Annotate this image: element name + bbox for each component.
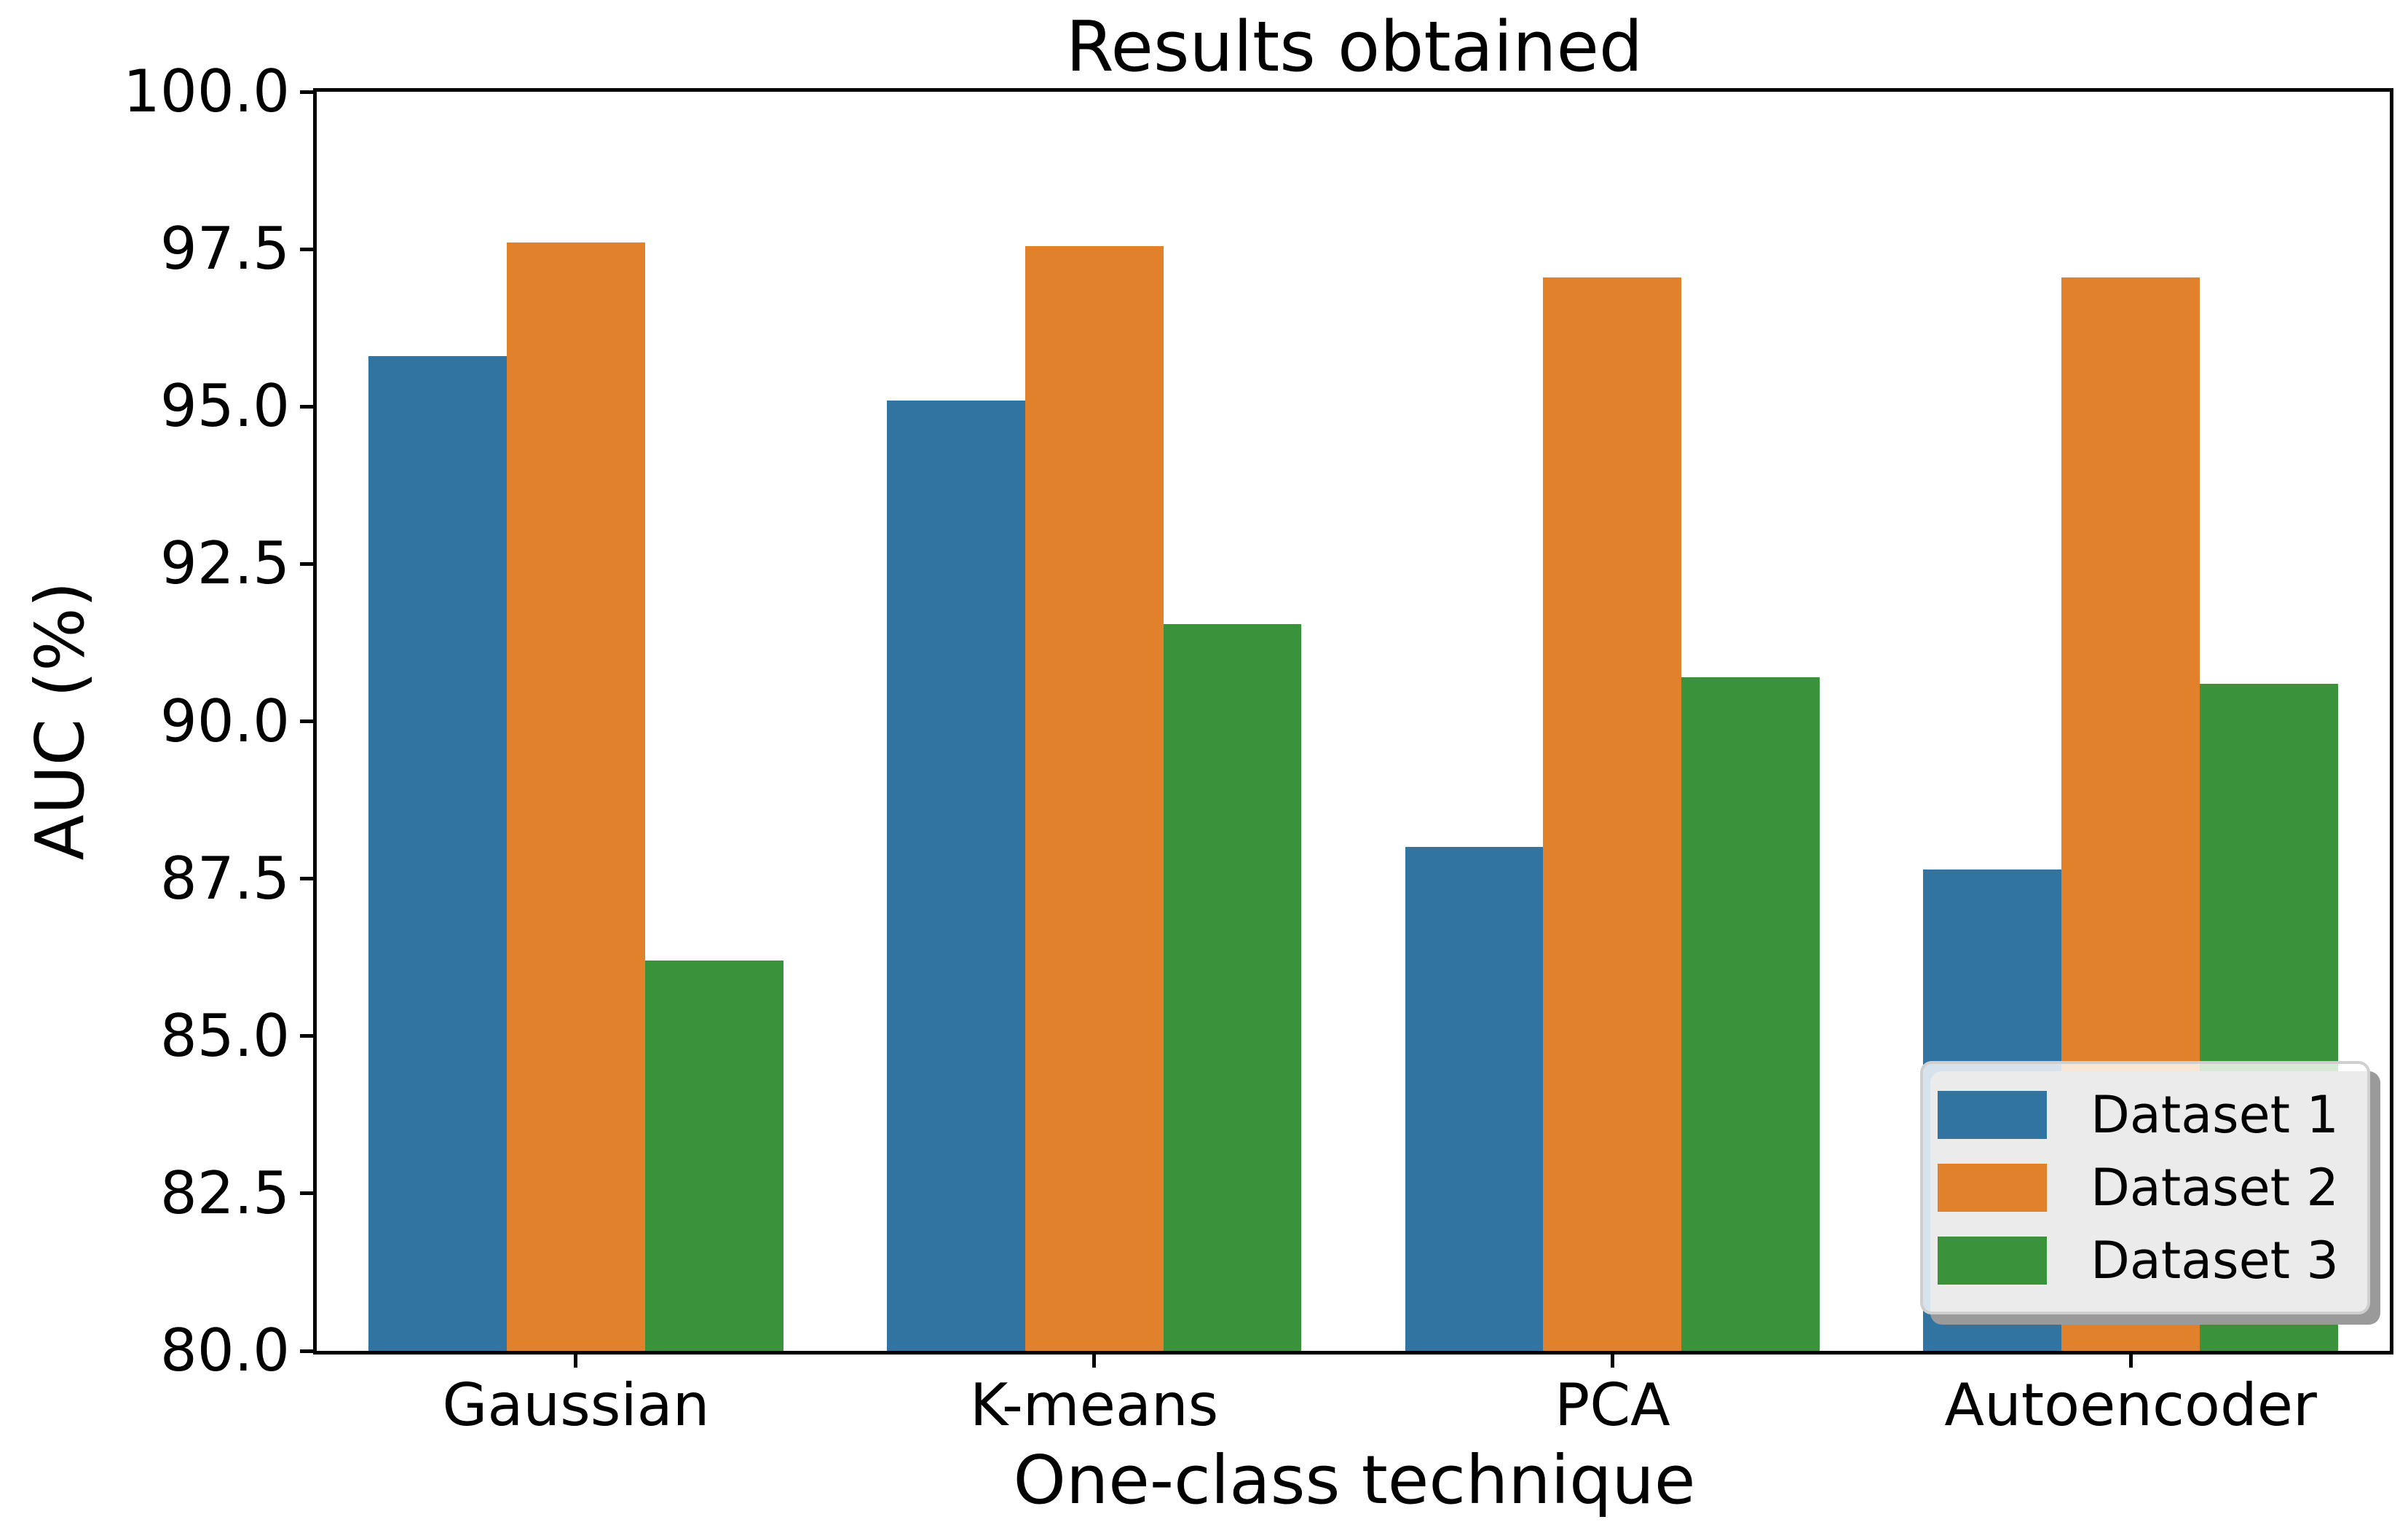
- legend-swatch-dataset3: [1938, 1237, 2047, 1285]
- ytick-mark-100.0: [300, 90, 313, 94]
- ytick-label-92.5: 92.5: [159, 529, 290, 598]
- bar-dataset1-k-means: [886, 400, 1025, 1351]
- bar-dataset2-k-means: [1025, 245, 1164, 1351]
- ytick-label-97.5: 97.5: [159, 215, 290, 283]
- legend-item-dataset1: Dataset 1: [1938, 1086, 2353, 1144]
- legend-box: Dataset 1 Dataset 2 Dataset 3: [1920, 1061, 2370, 1314]
- legend-label-dataset1: Dataset 1: [2091, 1085, 2339, 1145]
- bar-dataset2-gaussian: [506, 243, 645, 1351]
- ytick-mark-90.0: [300, 719, 313, 723]
- ytick-label-80.0: 80.0: [159, 1317, 290, 1384]
- plot-area: [313, 88, 2393, 1355]
- ytick-mark-85.0: [300, 1034, 313, 1038]
- xtick-label-gaussian: Gaussian: [442, 1371, 710, 1439]
- ytick-mark-82.5: [300, 1191, 313, 1196]
- legend-swatch-dataset2: [1938, 1164, 2047, 1212]
- x-axis-label: One-class technique: [1013, 1441, 1696, 1519]
- ytick-label-82.5: 82.5: [159, 1159, 290, 1227]
- xtick-mark-k-means: [1092, 1353, 1097, 1368]
- xtick-label-pca: PCA: [1554, 1371, 1670, 1439]
- ytick-mark-80.0: [300, 1349, 313, 1353]
- ytick-mark-87.5: [300, 877, 313, 881]
- ytick-mark-92.5: [300, 561, 313, 566]
- legend-item-dataset2: Dataset 2: [1938, 1159, 2353, 1217]
- ytick-mark-97.5: [300, 247, 313, 251]
- xtick-mark-gaussian: [574, 1353, 578, 1368]
- xtick-mark-autoencoder: [2128, 1353, 2133, 1368]
- xtick-label-autoencoder: Autoencoder: [1944, 1371, 2317, 1439]
- xtick-mark-pca: [1610, 1353, 1614, 1368]
- legend: Dataset 1 Dataset 2 Dataset 3: [1920, 1061, 2380, 1325]
- ytick-label-90.0: 90.0: [159, 687, 290, 755]
- bar-dataset1-gaussian: [368, 356, 507, 1351]
- bar-dataset1-pca: [1405, 847, 1544, 1351]
- ytick-label-87.5: 87.5: [159, 844, 290, 912]
- legend-item-dataset3: Dataset 3: [1938, 1231, 2353, 1290]
- legend-label-dataset2: Dataset 2: [2091, 1158, 2339, 1218]
- legend-label-dataset3: Dataset 3: [2091, 1231, 2339, 1290]
- ytick-label-85.0: 85.0: [159, 1001, 290, 1070]
- ytick-mark-95.0: [300, 404, 313, 409]
- bar-dataset2-pca: [1543, 277, 1682, 1351]
- ytick-label-100.0: 100.0: [122, 58, 290, 125]
- chart-title: Results obtained: [1065, 7, 1643, 87]
- xtick-label-k-means: K-means: [969, 1371, 1219, 1439]
- bar-dataset3-pca: [1681, 677, 1820, 1351]
- bar-dataset3-k-means: [1163, 623, 1302, 1351]
- ytick-label-95.0: 95.0: [159, 372, 290, 441]
- bar-dataset3-gaussian: [644, 961, 783, 1351]
- legend-swatch-dataset1: [1938, 1091, 2047, 1139]
